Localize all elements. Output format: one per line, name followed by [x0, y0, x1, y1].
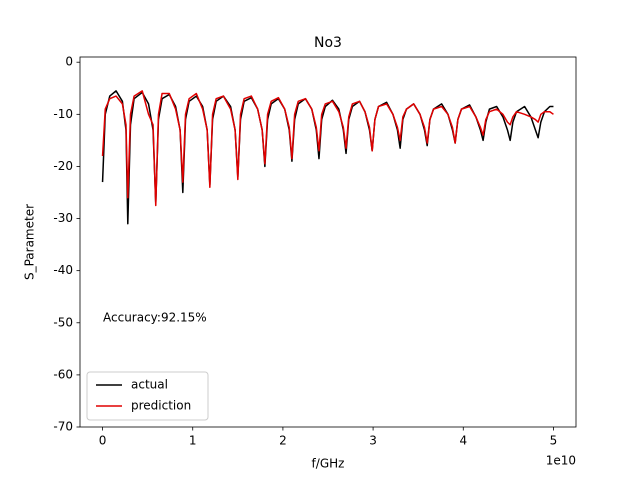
- y-tick-label: -70: [53, 420, 73, 434]
- x-axis-label: f/GHz: [312, 457, 345, 471]
- annotation: Accuracy:92.15%: [103, 311, 207, 325]
- x-tick-label: 0: [99, 434, 107, 448]
- series-line: [101, 90, 554, 207]
- y-tick-label: -20: [53, 159, 73, 173]
- y-tick-label: -10: [53, 107, 73, 121]
- chart-title: No3: [314, 35, 342, 51]
- x-tick-label: 2: [279, 434, 287, 448]
- y-tick-label: -50: [53, 315, 73, 329]
- legend-label: prediction: [131, 399, 191, 413]
- plot-frame: [79, 56, 577, 428]
- x-tick-label: 3: [369, 434, 377, 448]
- x-tick-label: 4: [459, 434, 467, 448]
- legend-box: [86, 371, 209, 421]
- x-tick-label: 5: [550, 434, 558, 448]
- y-tick-label: -40: [53, 263, 73, 277]
- y-tick-label: 0: [65, 55, 73, 69]
- legend-label: actual: [131, 378, 168, 392]
- x-offset-label: 1e10: [546, 454, 576, 468]
- y-tick-label: -30: [53, 211, 73, 225]
- y-tick-label: -60: [53, 367, 73, 381]
- y-axis-label: S_Parameter: [23, 204, 37, 280]
- x-tick-label: 1: [189, 434, 197, 448]
